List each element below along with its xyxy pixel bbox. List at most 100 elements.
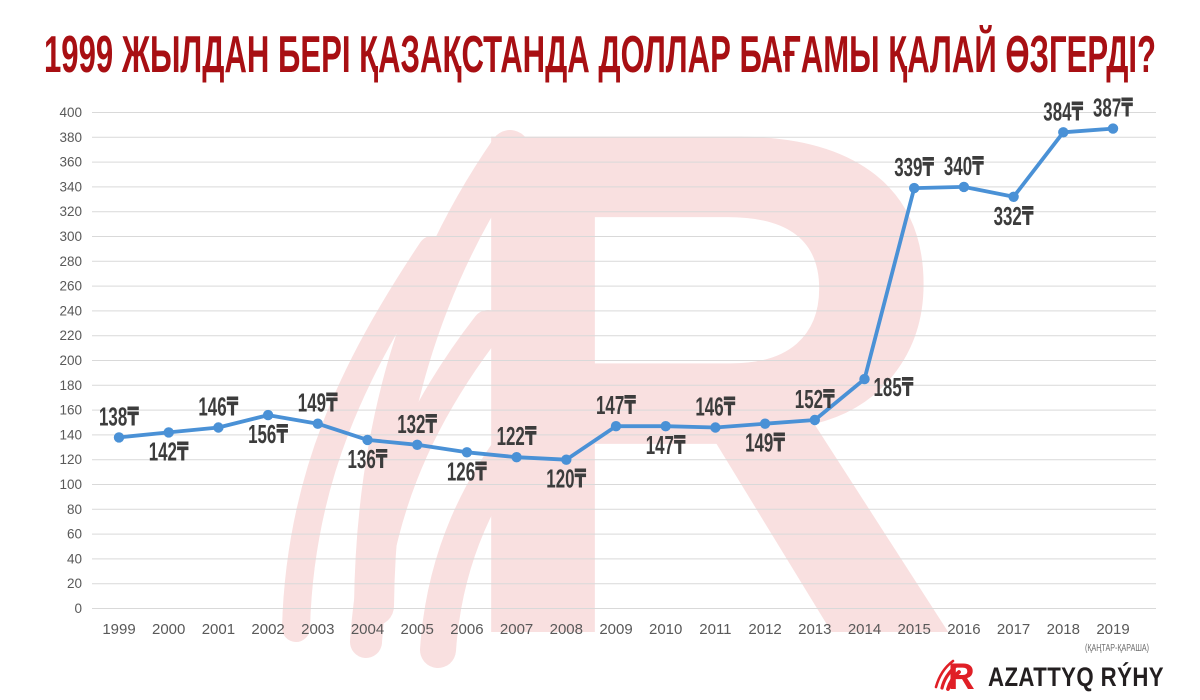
data-label: 122₸ xyxy=(497,421,537,451)
x-tick-label: 2008 xyxy=(550,621,583,638)
x-tick-label: 2019 xyxy=(1096,621,1129,638)
data-label: 387₸ xyxy=(1093,93,1133,123)
x-tick-label: 2016 xyxy=(947,621,980,638)
data-label: 384₸ xyxy=(1043,96,1083,126)
logo-wing-stroke-icon xyxy=(934,659,955,689)
y-tick-label: 120 xyxy=(59,452,82,467)
data-label: 126₸ xyxy=(447,456,487,486)
data-point xyxy=(660,421,671,432)
data-point xyxy=(859,373,870,385)
x-tick-label: 2006 xyxy=(450,621,483,638)
x-tick-label: 1999 xyxy=(102,621,135,638)
watermark-wing-swoosh-icon xyxy=(420,388,562,668)
y-tick-label: 200 xyxy=(59,353,82,368)
brand-watermark: R xyxy=(282,0,963,700)
y-tick-label: 160 xyxy=(59,403,82,418)
y-tick-label: 260 xyxy=(59,279,82,294)
data-label: 138₸ xyxy=(99,401,139,431)
data-label: 339₸ xyxy=(894,152,934,182)
x-tick-label: 2017 xyxy=(997,621,1030,638)
data-label: 136₸ xyxy=(348,444,388,474)
y-tick-label: 300 xyxy=(59,229,82,244)
x-tick-label: 2015 xyxy=(898,621,931,638)
y-tick-label: 80 xyxy=(67,502,82,517)
logo-wing-stroke-icon xyxy=(940,664,958,690)
x-tick-label: 2014 xyxy=(848,621,881,638)
y-tick-label: 20 xyxy=(67,576,82,591)
data-label: 149₸ xyxy=(298,388,338,418)
data-point xyxy=(610,421,622,432)
data-point xyxy=(710,422,721,433)
x-tick-label: 2004 xyxy=(351,621,384,638)
x-tick-label: 2012 xyxy=(748,621,781,638)
data-point xyxy=(1008,191,1019,202)
data-point xyxy=(113,432,125,443)
x-tick-label: 2018 xyxy=(1047,621,1080,638)
data-point xyxy=(1058,127,1069,138)
watermark-wing-swoosh-icon xyxy=(350,310,504,658)
data-label: 185₸ xyxy=(874,372,914,402)
usd-rate-line-series: 138₸ 142₸ 146₸ 156₸ 149₸ 136₸ 132₸ 126₸ 122₸ 120₸… xyxy=(99,93,1133,494)
brand-name: AZATTYQ RÝHY xyxy=(988,661,1164,692)
data-label: 152₸ xyxy=(795,384,835,414)
data-point xyxy=(461,447,473,458)
y-tick-label: 220 xyxy=(59,328,82,343)
data-point xyxy=(312,418,323,429)
data-point xyxy=(412,439,423,450)
data-point xyxy=(561,454,572,465)
chart-axis-labels: 0 20 40 60 80 100 120 140 160 180 200 220 240 260 280 3… xyxy=(59,105,1149,654)
x-tick-label: 2009 xyxy=(599,621,632,638)
y-tick-label: 180 xyxy=(59,378,82,393)
data-label: 142₸ xyxy=(149,436,189,466)
x-tick-label: 2001 xyxy=(202,621,235,638)
y-tick-label: 320 xyxy=(59,204,82,219)
data-point xyxy=(213,422,224,433)
y-tick-label: 360 xyxy=(59,155,82,170)
x-tick-label: 2002 xyxy=(251,621,284,638)
y-tick-label: 40 xyxy=(67,551,82,566)
data-point xyxy=(362,434,373,446)
y-tick-label: 240 xyxy=(59,303,82,318)
data-point xyxy=(262,409,274,421)
data-point xyxy=(909,182,920,194)
x-tick-label: 2005 xyxy=(401,621,434,638)
data-point xyxy=(163,427,174,438)
y-tick-label: 280 xyxy=(59,254,82,269)
x-axis-footnote: (ҚАҢТАР-ҚАРАША) xyxy=(1085,642,1149,654)
data-point xyxy=(759,418,771,429)
data-label: 156₸ xyxy=(248,419,288,449)
data-point xyxy=(1107,123,1119,134)
data-label: 332₸ xyxy=(994,201,1034,231)
data-label: 147₸ xyxy=(596,390,636,420)
x-tick-label: 2007 xyxy=(500,621,533,638)
x-tick-label: 2000 xyxy=(152,621,185,638)
y-tick-label: 340 xyxy=(59,179,82,194)
brand-footer: R AZATTYQ RÝHY xyxy=(934,656,1164,697)
watermark-r-letter: R xyxy=(443,0,963,700)
y-tick-label: 140 xyxy=(59,427,82,442)
y-tick-label: 100 xyxy=(59,477,82,492)
y-tick-label: 0 xyxy=(74,601,82,616)
data-label: 147₸ xyxy=(646,430,686,460)
data-point xyxy=(511,452,522,463)
logo-wing-stroke-icon xyxy=(946,670,961,691)
x-tick-label: 2010 xyxy=(649,621,682,638)
y-tick-label: 380 xyxy=(59,130,82,145)
y-tick-label: 400 xyxy=(59,105,82,120)
data-point xyxy=(809,414,820,426)
data-point xyxy=(958,181,970,193)
data-label: 146₸ xyxy=(695,392,735,422)
x-tick-label: 2011 xyxy=(699,621,731,638)
x-tick-label: 2003 xyxy=(301,621,334,638)
data-label: 120₸ xyxy=(546,464,586,494)
x-tick-label: 2013 xyxy=(798,621,831,638)
page-title: 1999 ЖЫЛДАН БЕРІ ҚАЗАҚСТАНДА ДОЛЛАР БАҒА… xyxy=(44,25,1156,84)
logo-r-letter: R xyxy=(948,656,975,697)
chart-gridlines xyxy=(92,112,1156,609)
y-tick-label: 60 xyxy=(67,527,82,542)
data-label: 149₸ xyxy=(745,428,785,458)
brand-logo-icon: R xyxy=(934,656,975,697)
data-label: 340₸ xyxy=(944,151,984,181)
